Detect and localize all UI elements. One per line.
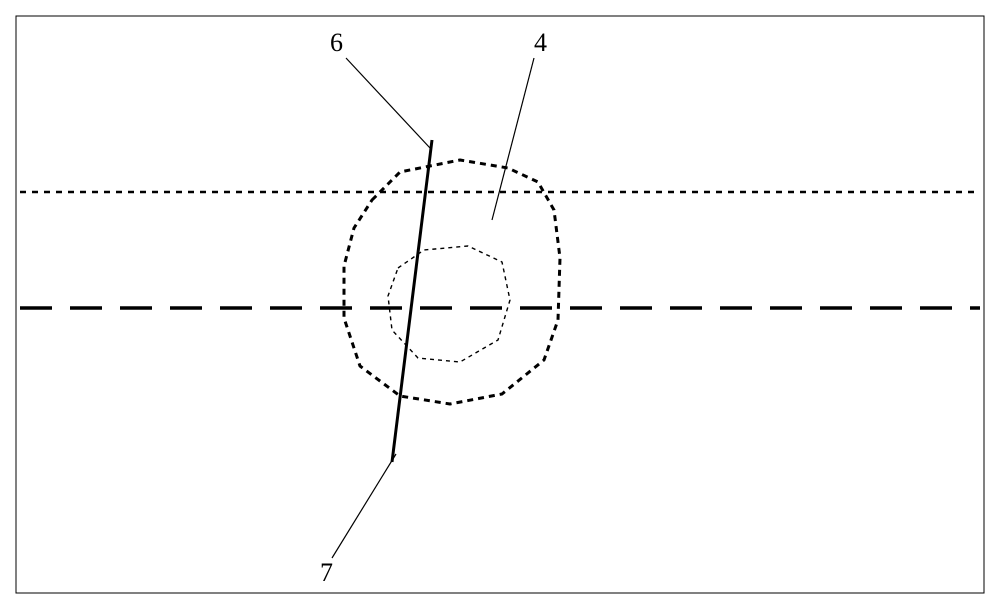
label-6: 6 [330, 28, 343, 58]
leader-6 [346, 58, 430, 148]
diagram-svg [0, 0, 1000, 609]
outer-frame [16, 16, 984, 593]
label-7: 7 [320, 558, 333, 588]
diagram-stage: 6 4 7 [0, 0, 1000, 609]
outer-blob [344, 160, 560, 404]
leader-7 [332, 454, 396, 558]
diagonal-solid-line [392, 140, 432, 462]
leader-4 [492, 58, 534, 220]
label-4: 4 [534, 28, 547, 58]
